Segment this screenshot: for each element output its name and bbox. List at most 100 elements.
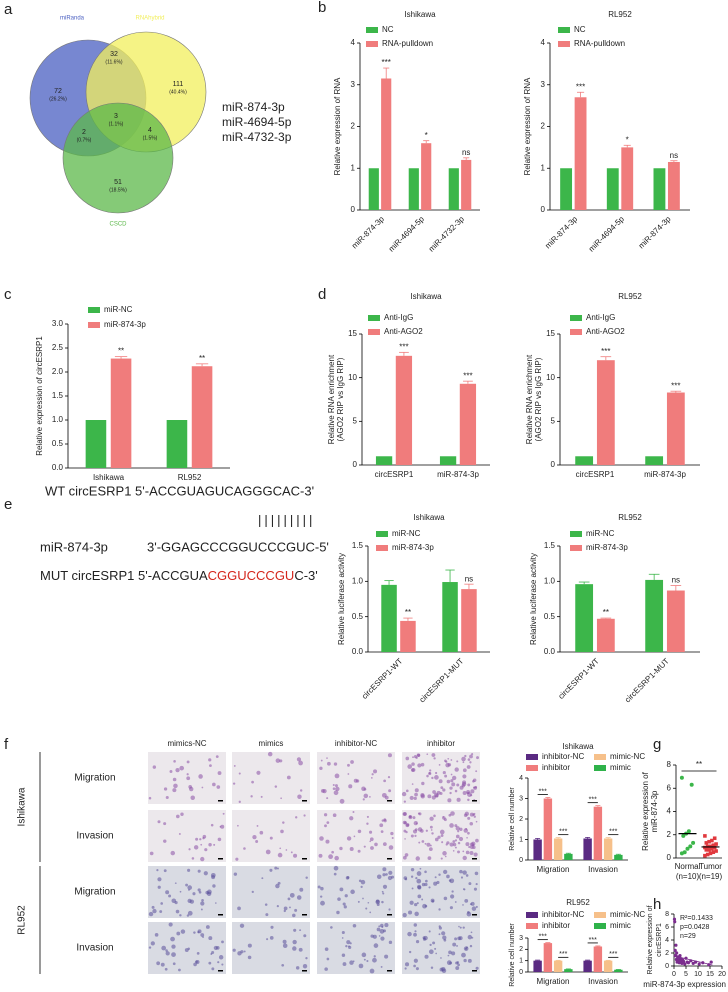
stained-cell xyxy=(429,816,434,821)
stained-cell xyxy=(198,774,203,779)
stained-cell xyxy=(414,788,419,793)
stained-cell xyxy=(461,952,466,958)
legend-label: NC xyxy=(382,25,394,34)
stained-cell xyxy=(409,900,414,905)
bar xyxy=(575,456,594,465)
stained-cell xyxy=(318,853,323,858)
micrograph xyxy=(317,922,395,974)
group-label: Ishikawa xyxy=(17,787,28,826)
stained-cell xyxy=(442,851,447,856)
stained-cell xyxy=(412,816,416,820)
significance-label: ** xyxy=(199,354,205,363)
scale-bar xyxy=(472,970,477,972)
bar xyxy=(461,589,477,652)
stained-cell xyxy=(454,901,457,903)
x-tick-label: Invasion xyxy=(588,865,618,874)
legend-label: miR-NC xyxy=(586,529,615,538)
data-point xyxy=(712,836,717,841)
legend-label: RNA-pulldown xyxy=(382,39,433,48)
stained-cell xyxy=(384,923,389,928)
y-tick-label: 8 xyxy=(667,760,672,769)
bar xyxy=(666,392,685,465)
stained-cell xyxy=(305,876,308,879)
stained-cell xyxy=(431,776,434,780)
stained-cell xyxy=(414,834,417,837)
bar xyxy=(574,97,587,210)
stained-cell xyxy=(334,855,339,861)
stained-cell xyxy=(449,791,452,795)
stained-cell xyxy=(209,764,212,768)
stained-cell xyxy=(449,786,453,790)
micrograph xyxy=(317,810,395,862)
stained-cell xyxy=(331,850,334,854)
panel-label: a xyxy=(4,1,13,18)
stained-cell xyxy=(466,911,472,917)
stained-cell xyxy=(459,827,463,831)
significance-label: ** xyxy=(118,347,124,356)
stained-cell xyxy=(335,786,340,792)
stained-cell xyxy=(425,879,428,883)
stained-cell xyxy=(251,890,254,893)
stained-cell xyxy=(380,830,384,833)
stained-cell xyxy=(416,902,419,905)
legend-swatch xyxy=(376,531,388,537)
bar xyxy=(553,838,563,860)
stained-cell xyxy=(443,869,448,875)
stained-cell xyxy=(414,792,418,797)
stained-cell xyxy=(200,908,203,911)
stained-cell xyxy=(337,897,341,901)
y-tick-label: 15 xyxy=(348,329,357,338)
stained-cell xyxy=(434,876,437,879)
significance-label: *** xyxy=(609,828,617,835)
stained-cell xyxy=(256,770,261,775)
stained-cell xyxy=(446,841,450,845)
stained-cell xyxy=(349,846,354,851)
micrograph xyxy=(232,810,310,862)
stained-cell xyxy=(462,888,465,890)
stained-cell xyxy=(267,751,273,757)
legend-swatch xyxy=(526,923,538,929)
stained-cell xyxy=(376,927,381,932)
stained-cell xyxy=(280,829,284,834)
stained-cell xyxy=(475,883,478,886)
data-point xyxy=(714,842,718,846)
stained-cell xyxy=(421,882,426,887)
stained-cell xyxy=(414,903,418,907)
legend-swatch xyxy=(376,545,388,551)
stained-cell xyxy=(205,925,210,929)
stained-cell xyxy=(322,788,327,794)
stained-cell xyxy=(469,821,474,826)
x-tick-label: Migration xyxy=(537,865,570,874)
stained-cell xyxy=(435,771,438,775)
stained-cell xyxy=(358,963,364,969)
legend-swatch xyxy=(570,545,582,551)
stained-cell xyxy=(333,865,339,871)
mut-suffix: C-3' xyxy=(294,568,317,583)
stained-cell xyxy=(446,874,450,879)
stained-cell xyxy=(381,900,384,904)
bar xyxy=(666,590,685,652)
stained-cell xyxy=(416,878,422,884)
stained-cell xyxy=(431,832,434,835)
stained-cell xyxy=(408,815,412,819)
stained-cell xyxy=(171,952,176,957)
bar xyxy=(381,584,397,652)
data-point xyxy=(689,782,694,787)
stained-cell xyxy=(458,836,464,842)
stained-cell xyxy=(470,794,473,797)
stained-cell xyxy=(266,938,269,941)
stained-cell xyxy=(458,925,460,928)
stained-cell xyxy=(444,774,448,778)
stained-cell xyxy=(170,936,175,942)
bar xyxy=(621,147,634,210)
y-tick-label: 0 xyxy=(351,205,356,214)
stained-cell xyxy=(447,757,450,760)
y-tick-label: 3.0 xyxy=(52,319,64,328)
stained-cell xyxy=(420,762,425,767)
stained-cell xyxy=(171,944,176,949)
stained-cell xyxy=(342,962,347,967)
stained-cell xyxy=(302,964,308,969)
stained-cell xyxy=(417,763,422,768)
significance-label: *** xyxy=(399,342,408,351)
stained-cell xyxy=(454,846,457,849)
